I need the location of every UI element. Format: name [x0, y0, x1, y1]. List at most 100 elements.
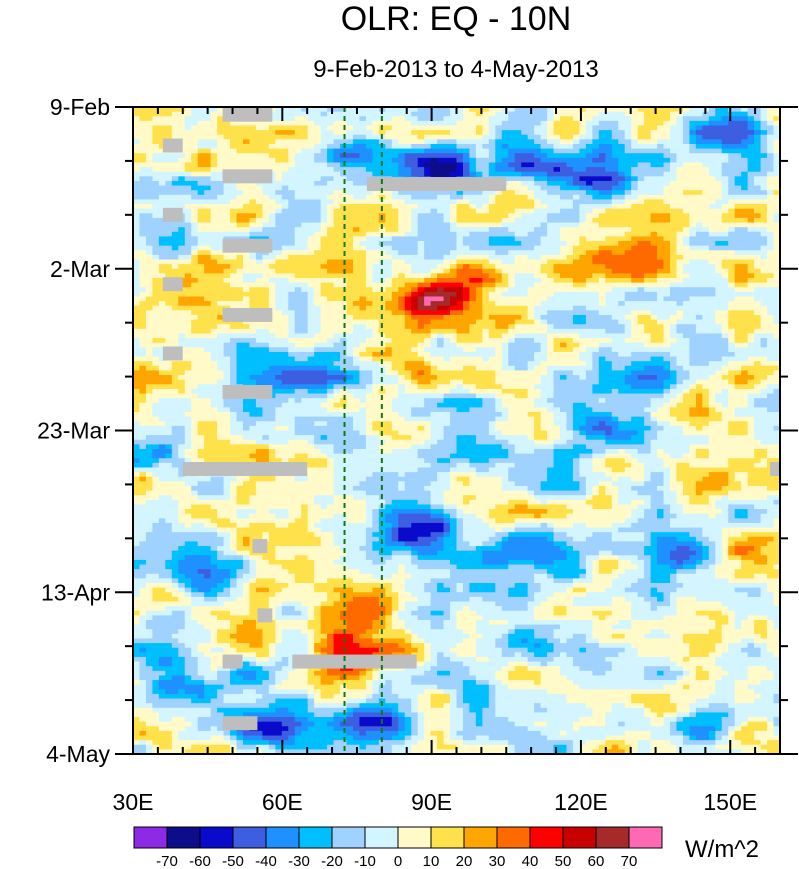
- field-cell: [294, 356, 302, 362]
- field-cell: [314, 111, 322, 117]
- field-cell: [223, 425, 231, 432]
- field-cell: [320, 444, 328, 450]
- field-cell: [352, 509, 361, 515]
- field-cell: [281, 546, 289, 552]
- field-cell: [346, 601, 354, 607]
- field-cell: [359, 153, 367, 159]
- field-cell: [133, 435, 141, 441]
- field-cell: [133, 693, 141, 700]
- field-cell: [346, 171, 354, 177]
- field-cell: [242, 670, 251, 677]
- field-cell: [171, 458, 179, 464]
- field-cell: [268, 107, 276, 113]
- field-cell: [352, 287, 361, 293]
- field-cell: [352, 194, 361, 201]
- field-cell: [242, 744, 251, 750]
- field-cell: [294, 407, 302, 413]
- field-cell: [249, 703, 257, 709]
- field-cell: [281, 555, 289, 561]
- field-cell: [204, 740, 212, 746]
- field-cell: [223, 204, 231, 210]
- field-cell: [139, 416, 147, 422]
- field-cell: [346, 698, 354, 704]
- field-cell: [327, 351, 335, 358]
- field-cell: [346, 277, 354, 284]
- field-cell: [288, 116, 296, 122]
- field-cell: [268, 167, 276, 173]
- field-cell: [152, 291, 160, 298]
- field-cell: [281, 370, 289, 376]
- field-cell: [217, 291, 225, 298]
- field-cell: [139, 504, 147, 510]
- field-cell: [307, 273, 315, 279]
- field-cell: [152, 684, 160, 690]
- field-cell: [184, 698, 192, 704]
- field-cell: [281, 536, 289, 543]
- field-cell: [139, 527, 147, 533]
- field-cell: [268, 116, 276, 122]
- field-cell: [230, 439, 238, 445]
- field-cell: [301, 351, 309, 358]
- field-cell: [301, 444, 309, 450]
- field-cell: [197, 564, 205, 570]
- field-cell: [281, 384, 289, 390]
- field-cell: [191, 583, 199, 589]
- field-cell: [314, 638, 322, 644]
- field-cell: [301, 125, 309, 131]
- field-cell: [307, 693, 315, 700]
- field-cell: [152, 458, 160, 464]
- field-cell: [230, 680, 238, 686]
- field-cell: [301, 250, 309, 256]
- field-cell: [158, 670, 166, 677]
- field-cell: [275, 481, 283, 487]
- field-cell: [178, 120, 186, 127]
- field-cell: [158, 666, 166, 672]
- field-cell: [158, 273, 166, 279]
- field-cell: [327, 314, 335, 321]
- field-cell: [178, 171, 186, 177]
- field-cell: [197, 680, 205, 686]
- field-cell: [191, 587, 199, 593]
- field-cell: [223, 527, 231, 533]
- field-cell: [210, 712, 218, 718]
- field-cell: [133, 407, 141, 413]
- field-cell: [152, 194, 160, 201]
- field-cell: [145, 453, 154, 459]
- field-cell: [145, 619, 154, 626]
- field-cell: [184, 421, 192, 427]
- field-cell: [268, 139, 276, 145]
- field-cell: [236, 476, 244, 482]
- field-cell: [314, 707, 322, 714]
- field-cell: [281, 287, 289, 293]
- field-cell: [217, 125, 225, 131]
- field-cell: [197, 296, 205, 302]
- field-cell: [359, 333, 367, 339]
- field-cell: [184, 393, 192, 399]
- field-cell: [314, 458, 322, 464]
- field-cell: [152, 522, 160, 529]
- field-cell: [262, 190, 270, 196]
- field-cell: [288, 712, 296, 718]
- field-cell: [275, 314, 283, 321]
- field-cell: [255, 157, 263, 164]
- field-cell: [184, 319, 192, 325]
- field-cell: [223, 513, 231, 519]
- field-cell: [307, 744, 315, 750]
- field-cell: [210, 139, 218, 145]
- field-cell: [249, 652, 257, 658]
- field-cell: [346, 213, 354, 219]
- field-cell: [314, 536, 322, 543]
- field-cell: [133, 148, 141, 154]
- field-cell: [165, 116, 173, 122]
- field-cell: [333, 666, 341, 672]
- field-cell: [204, 194, 212, 201]
- field-cell: [230, 564, 238, 570]
- field-cell: [314, 287, 322, 293]
- field-cell: [145, 522, 154, 529]
- field-cell: [333, 735, 341, 741]
- field-cell: [191, 485, 199, 492]
- field-cell: [197, 236, 205, 242]
- field-cell: [204, 139, 212, 145]
- field-cell: [268, 412, 276, 418]
- field-cell: [217, 744, 225, 750]
